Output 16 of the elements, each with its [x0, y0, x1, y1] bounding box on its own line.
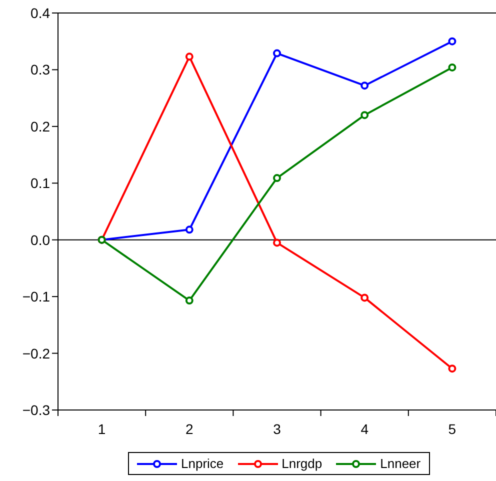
y-tick-label: −0.3 — [22, 402, 50, 418]
x-tick-label: 2 — [186, 421, 194, 437]
y-tick-label: 0.0 — [30, 232, 50, 248]
x-tick-label: 3 — [273, 421, 282, 437]
legend-label: Lnprice — [180, 456, 224, 471]
y-tick-label: 0.2 — [30, 118, 50, 134]
x-tick-label: 4 — [360, 421, 369, 437]
y-tick-label: 0.1 — [30, 175, 50, 192]
y-tick-label: −0.1 — [22, 288, 50, 305]
y-tick-label: 0.3 — [30, 62, 50, 78]
x-tick-label: 1 — [98, 421, 106, 437]
y-tick-label: 0.4 — [30, 5, 50, 21]
legend-label: Lnneer — [379, 456, 421, 471]
x-tick-label: 5 — [448, 421, 456, 437]
legend-label: Lnrgdp — [280, 456, 322, 471]
y-tick-label: −0.2 — [22, 345, 50, 362]
